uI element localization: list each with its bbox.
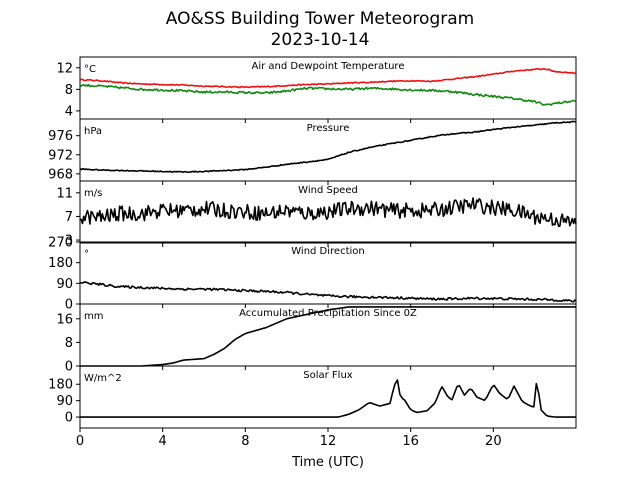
x-tick-label: 0: [76, 434, 84, 449]
panel-title: Accumulated Precipitation Since 0Z: [239, 308, 417, 319]
y-tick-label: 0: [65, 360, 73, 375]
unit-label: mm: [84, 311, 103, 322]
y-tick-label: 4: [65, 104, 73, 119]
y-tick-label: 180: [48, 256, 73, 271]
y-tick-label: 16: [56, 312, 73, 327]
unit-label: m/s: [84, 188, 102, 199]
series-line: [79, 280, 577, 303]
panel-title: Air and Dewpoint Temperature: [252, 61, 405, 72]
y-tick-label: 270: [48, 236, 73, 251]
y-tick-label: 7: [65, 210, 73, 225]
y-tick-label: 11: [56, 186, 73, 201]
y-tick-label: 8: [65, 336, 73, 351]
y-tick-label: 12: [56, 61, 73, 76]
unit-label: °C: [84, 64, 96, 75]
panel-title: Pressure: [307, 123, 350, 134]
series-line: [79, 68, 577, 89]
y-tick-label: 976: [48, 129, 73, 144]
x-tick-label: 16: [402, 434, 419, 449]
y-tick-label: 90: [56, 394, 73, 409]
x-tick-label: 4: [159, 434, 167, 449]
y-tick-label: 90: [56, 277, 73, 292]
x-tick-label: 12: [320, 434, 337, 449]
chart-date: 2023-10-14: [271, 30, 370, 50]
x-axis-label: Time (UTC): [291, 455, 364, 470]
x-tick-label: 8: [241, 434, 249, 449]
y-tick-label: 0: [65, 411, 73, 426]
panel-title: Wind Direction: [291, 246, 365, 257]
y-tick-label: 972: [48, 148, 73, 163]
y-tick-label: 0: [65, 298, 73, 313]
series-line: [79, 197, 577, 228]
y-tick-label: 968: [48, 167, 73, 182]
y-tick-label: 3: [65, 234, 73, 249]
unit-label: W/m^2: [84, 373, 122, 384]
panel-title: Wind Speed: [298, 185, 358, 196]
series-line: [79, 120, 577, 174]
chart-title: AO&SS Building Tower Meteorogram: [166, 9, 474, 29]
panels-group: 4 8 12 Air and Dewpoint Temperature °C 968 972…: [48, 56, 577, 449]
x-tick-label: 20: [485, 434, 502, 449]
y-tick-label: 8: [65, 83, 73, 98]
series-line: [80, 306, 576, 367]
panel-title: Solar Flux: [303, 370, 353, 381]
y-tick-label: 180: [48, 378, 73, 393]
series-line: [79, 83, 577, 106]
unit-label: °: [84, 249, 89, 260]
series-line: [80, 379, 576, 418]
unit-label: hPa: [84, 126, 102, 137]
